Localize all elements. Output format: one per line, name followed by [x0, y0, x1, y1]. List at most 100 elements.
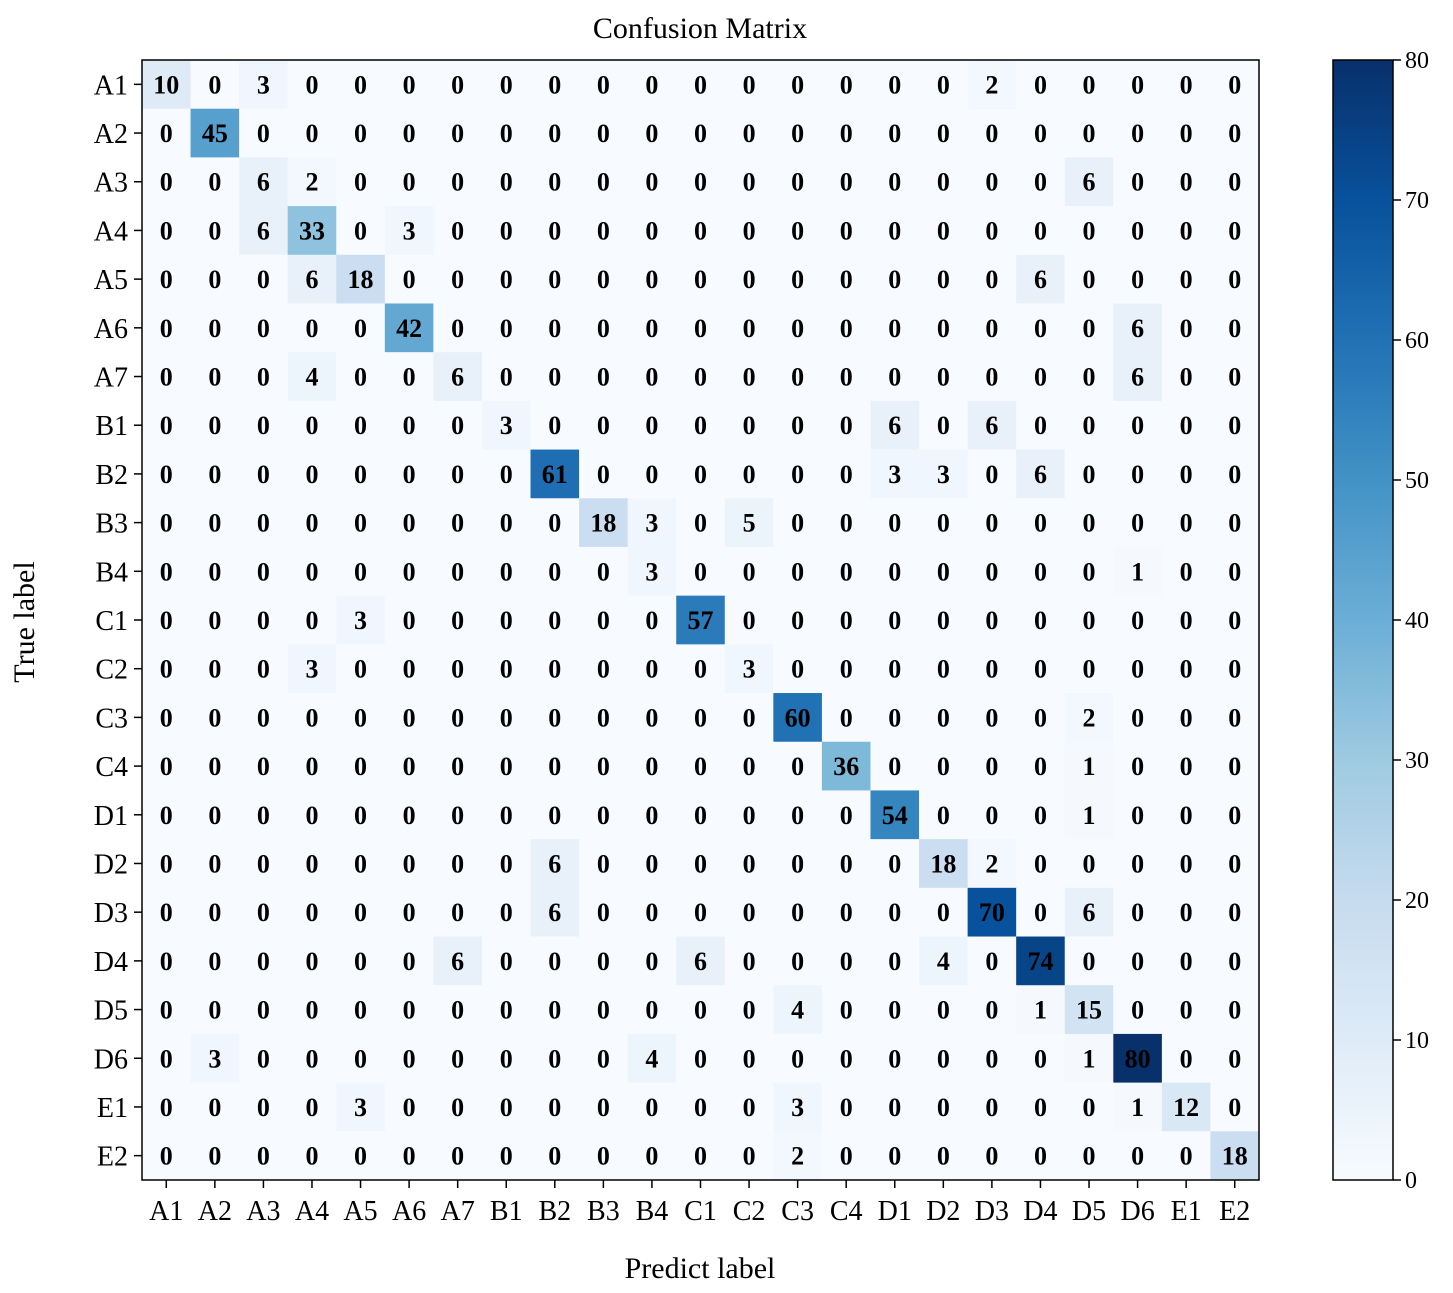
heatmap-cell	[919, 60, 969, 110]
heatmap-cell	[919, 985, 969, 1035]
cell-value-label: 0	[305, 509, 318, 538]
heatmap-cell	[336, 352, 386, 402]
cell-value-label: 0	[743, 606, 756, 635]
heatmap-cell	[1064, 595, 1114, 645]
cell-value-label: 6	[985, 411, 998, 440]
heatmap-cell	[724, 157, 774, 207]
cell-value-label: 0	[160, 1093, 173, 1122]
cell-value-label: 0	[1228, 898, 1241, 927]
cell-value-label: 6	[888, 411, 901, 440]
cell-value-label: 0	[840, 314, 853, 343]
heatmap-cell	[384, 1033, 434, 1084]
cell-value-label: 0	[1083, 411, 1096, 440]
cell-value-label: 0	[1180, 509, 1193, 538]
heatmap-cell	[384, 60, 434, 110]
heatmap-cell	[724, 644, 774, 694]
cell-value-label: 0	[1083, 460, 1096, 489]
cell-value-label: 0	[354, 1044, 367, 1073]
cell-value-label: 0	[305, 1093, 318, 1122]
cell-value-label: 0	[500, 1142, 513, 1171]
cell-value-label: 0	[1228, 460, 1241, 489]
heatmap-cell	[142, 449, 192, 499]
heatmap-cell	[870, 157, 920, 207]
cell-value-label: 0	[1228, 703, 1241, 732]
cell-value-label: 0	[743, 314, 756, 343]
cell-value-label: 0	[791, 557, 804, 586]
heatmap-cell	[1016, 1131, 1066, 1181]
heatmap-cell	[821, 693, 872, 743]
heatmap-cell	[967, 108, 1017, 158]
heatmap-cell	[433, 741, 483, 792]
cell-value-label: 0	[937, 411, 950, 440]
cell-value-label: 0	[500, 801, 513, 830]
heatmap-cell	[384, 1131, 434, 1181]
cell-value-label: 0	[743, 947, 756, 976]
cell-value-label: 0	[840, 1142, 853, 1171]
cell-value-label: 0	[840, 119, 853, 148]
cell-value-label: 0	[1083, 947, 1096, 976]
heatmap-cell	[627, 254, 677, 305]
heatmap-cell	[919, 936, 969, 986]
y-tick-label: B3	[95, 509, 128, 540]
cell-value-label: 0	[257, 849, 270, 878]
cell-value-label: 0	[1131, 947, 1144, 976]
cell-value-label: 0	[791, 606, 804, 635]
cell-value-label: 0	[1131, 703, 1144, 732]
heatmap-cell	[724, 400, 774, 451]
cell-value-label: 0	[451, 606, 464, 635]
cell-value-label: 0	[160, 655, 173, 684]
heatmap-cell	[530, 546, 580, 597]
heatmap-cell	[1016, 790, 1066, 840]
heatmap-cell	[1064, 206, 1114, 256]
cell-value-label: 2	[1083, 703, 1096, 732]
cell-value-label: 18	[590, 509, 616, 538]
heatmap-cell	[919, 352, 969, 402]
heatmap-cell	[1210, 741, 1260, 792]
heatmap-cell	[142, 303, 192, 353]
heatmap-cell	[481, 790, 532, 840]
heatmap-cell	[336, 985, 386, 1035]
cell-value-label: 0	[694, 996, 707, 1025]
heatmap-cell	[870, 1131, 920, 1181]
y-tick-label: C1	[95, 606, 128, 637]
cell-value-label: 0	[1180, 216, 1193, 245]
cell-value-label: 0	[1131, 411, 1144, 440]
cell-value-label: 18	[348, 265, 374, 294]
heatmap-cell	[676, 546, 726, 597]
heatmap-cell	[579, 936, 629, 986]
cell-value-label: 0	[694, 363, 707, 392]
heatmap-cell	[142, 1033, 192, 1084]
cell-value-label: 42	[396, 314, 422, 343]
heatmap-cell	[433, 303, 483, 353]
heatmap-cell	[433, 595, 483, 645]
cell-value-label: 0	[1228, 1044, 1241, 1073]
cell-value-label: 0	[160, 1142, 173, 1171]
heatmap-cell	[190, 400, 240, 451]
cell-value-label: 0	[1131, 655, 1144, 684]
cell-value-label: 0	[500, 996, 513, 1025]
heatmap-cell	[287, 693, 337, 743]
heatmap-cell	[870, 693, 920, 743]
cell-value-label: 0	[1034, 898, 1047, 927]
heatmap-cell	[1210, 887, 1260, 938]
heatmap-cell	[870, 449, 920, 499]
heatmap-cell	[1113, 449, 1163, 499]
cell-value-label: 0	[888, 996, 901, 1025]
heatmap-cell	[481, 449, 532, 499]
heatmap-cell	[433, 498, 483, 548]
heatmap-cell	[1210, 595, 1260, 645]
y-tick-label: B4	[95, 557, 128, 588]
heatmap-cell	[627, 644, 677, 694]
heatmap-cell	[1113, 839, 1163, 889]
cell-value-label: 0	[791, 411, 804, 440]
heatmap-cell	[724, 60, 774, 110]
heatmap-cell	[724, 693, 774, 743]
heatmap-cell	[724, 1082, 774, 1132]
colorbar-tick-label: 60	[1405, 328, 1429, 354]
heatmap-cell	[1064, 303, 1114, 353]
cell-value-label: 0	[500, 655, 513, 684]
cell-value-label: 0	[1034, 557, 1047, 586]
cell-value-label: 0	[1083, 606, 1096, 635]
cell-value-label: 0	[451, 1044, 464, 1073]
heatmap-cell	[967, 644, 1017, 694]
